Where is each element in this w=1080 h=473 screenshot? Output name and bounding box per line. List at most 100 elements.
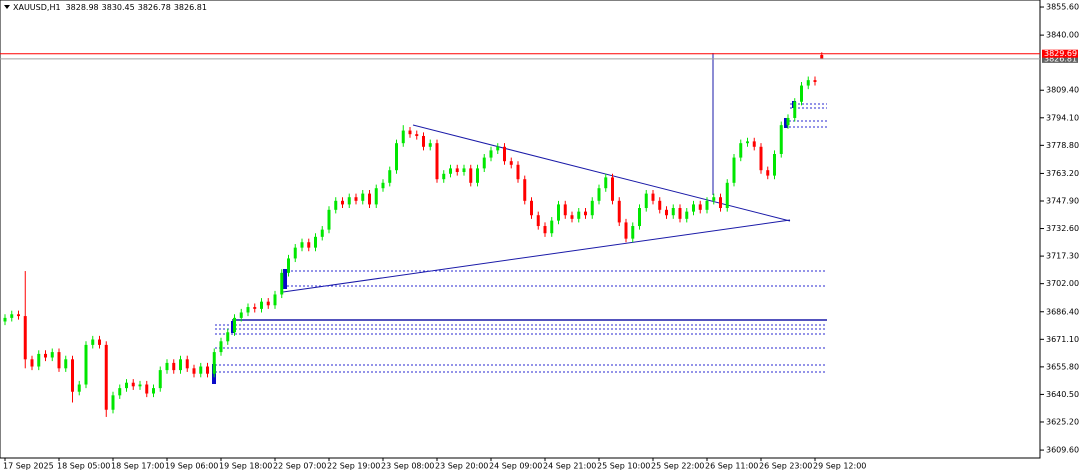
x-tick-label: 17 Sep 2025 xyxy=(3,462,54,471)
candle-body xyxy=(584,211,587,216)
candle-body xyxy=(307,242,311,248)
candle-body xyxy=(570,215,574,219)
candle-body xyxy=(347,197,351,205)
candle-body xyxy=(698,204,702,210)
candle-body xyxy=(516,164,520,180)
candle-body xyxy=(752,141,756,147)
candle-body xyxy=(773,153,776,176)
x-tick-label: 24 Sep 09:00 xyxy=(489,462,542,471)
open-price: 3828.98 xyxy=(66,3,99,12)
candle-body xyxy=(44,353,47,358)
candle-body xyxy=(246,307,250,313)
candle-body xyxy=(293,247,297,259)
y-tick-label: 3732.60 xyxy=(1046,224,1079,233)
trendline xyxy=(282,219,791,293)
y-tick-label: 3794.10 xyxy=(1046,113,1079,122)
candle-body xyxy=(320,229,324,237)
candle-body xyxy=(388,170,392,183)
candle-body xyxy=(455,168,459,172)
y-tick-label: 3717.30 xyxy=(1046,252,1079,261)
high-price: 3830.45 xyxy=(102,3,135,12)
candle-body xyxy=(462,168,466,172)
candle-body xyxy=(685,211,689,219)
candle-body xyxy=(368,193,371,205)
candle-body xyxy=(530,200,533,216)
candle-body xyxy=(57,352,61,369)
candle-body xyxy=(233,317,236,333)
candle-body xyxy=(604,177,608,189)
candle-body xyxy=(489,150,493,158)
x-tick-label: 18 Sep 17:00 xyxy=(111,462,164,471)
y-tick-label: 3625.20 xyxy=(1046,417,1079,426)
candle-body xyxy=(98,339,101,345)
candle-body xyxy=(334,200,338,210)
candle-body xyxy=(624,222,628,239)
candle-body xyxy=(523,179,527,201)
candle-body xyxy=(111,395,115,410)
y-tick-label: 3809.40 xyxy=(1046,86,1079,95)
x-tick-label: 22 Sep 19:00 xyxy=(327,462,380,471)
candle-body xyxy=(793,101,797,118)
candle-body xyxy=(381,182,385,189)
candle-body xyxy=(739,143,743,158)
y-tick-label: 3640.50 xyxy=(1046,390,1079,399)
candle-body xyxy=(314,236,317,248)
x-tick-label: 26 Sep 23:00 xyxy=(759,462,812,471)
candle-body xyxy=(37,353,41,367)
candle-body xyxy=(543,226,547,234)
candle-body xyxy=(273,294,277,306)
candle-body xyxy=(692,204,695,212)
candle-body xyxy=(766,170,770,176)
candle-body xyxy=(287,258,290,273)
candle-body xyxy=(361,193,365,201)
candle-body xyxy=(509,161,513,165)
x-tick-label: 23 Sep 08:00 xyxy=(381,462,434,471)
candle-body xyxy=(374,188,378,205)
candle-body xyxy=(611,177,614,201)
y-tick-label: 3840.00 xyxy=(1046,31,1079,40)
x-tick-label: 25 Sep 10:00 xyxy=(597,462,650,471)
candle-body xyxy=(428,143,432,147)
candle-body xyxy=(71,359,74,392)
candle-body xyxy=(401,130,405,144)
candle-body xyxy=(158,370,162,389)
bid-tag-label: 3826.81 xyxy=(1044,54,1077,63)
candle-body xyxy=(820,54,824,59)
candle-body xyxy=(408,130,412,135)
candle-body xyxy=(496,146,500,151)
chart-header: XAUUSD,H1 3828.98 3830.45 3826.78 3826.81 xyxy=(13,3,207,12)
y-tick-label: 3763.20 xyxy=(1046,169,1079,178)
candle-body xyxy=(705,200,709,210)
x-tick-label: 18 Sep 05:00 xyxy=(57,462,110,471)
zone-box xyxy=(283,269,287,289)
candle-body xyxy=(806,80,810,86)
candle-body xyxy=(449,168,452,174)
candle-body xyxy=(651,193,655,201)
candle-body xyxy=(671,208,675,216)
y-tick-label: 3702.00 xyxy=(1046,279,1079,288)
candle-body xyxy=(354,197,358,201)
menu-arrow[interactable] xyxy=(4,5,10,9)
plot-frame xyxy=(0,0,1041,459)
candle-body xyxy=(422,135,425,147)
candle-body xyxy=(800,85,803,102)
candle-body xyxy=(30,359,34,367)
ask-tag-label: 3829.69 xyxy=(1044,49,1077,58)
candle-body xyxy=(239,312,243,318)
candle-body xyxy=(300,242,304,248)
x-tick-label: 22 Sep 07:00 xyxy=(273,462,326,471)
y-tick-label: 3609.60 xyxy=(1046,446,1079,455)
candle-body xyxy=(84,344,88,385)
candle-body xyxy=(118,388,122,396)
candle-body xyxy=(617,200,621,223)
candle-body xyxy=(131,382,135,387)
y-tick-label: 3747.90 xyxy=(1046,196,1079,205)
candle-body xyxy=(395,143,398,171)
candle-body xyxy=(563,204,567,216)
candle-body xyxy=(125,382,128,389)
y-tick-label: 3686.40 xyxy=(1046,307,1079,316)
candle-body xyxy=(192,368,196,374)
candle-body xyxy=(23,316,27,360)
candle-body xyxy=(145,384,149,394)
